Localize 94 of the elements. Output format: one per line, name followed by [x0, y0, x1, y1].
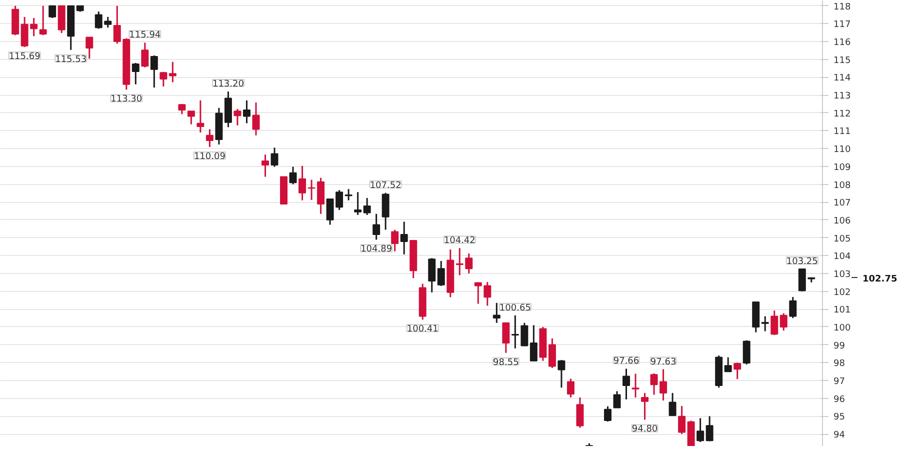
candlestick [780, 312, 788, 332]
candlestick [242, 100, 250, 124]
candlestick [613, 390, 621, 409]
y-tick-label: 111 [834, 127, 851, 138]
candlestick [696, 417, 704, 443]
candlestick [141, 42, 149, 68]
candlestick [576, 396, 584, 429]
candlestick [641, 392, 649, 420]
annotation: 97.63 [650, 357, 676, 368]
candlestick [262, 154, 269, 178]
annotation: 97.66 [613, 356, 640, 367]
annotation: 98.55 [493, 358, 519, 368]
candlestick [770, 310, 778, 336]
candlestick [437, 260, 445, 287]
candlestick [206, 128, 214, 148]
y-tick-label: 97 [834, 376, 845, 387]
annotation: 113.20 [212, 79, 244, 90]
y-tick-label: 106 [834, 216, 851, 226]
text: 102.75 [862, 274, 898, 284]
candlestick [742, 340, 750, 366]
y-tick-label: 99 [834, 341, 846, 352]
y-tick-label: 94 [834, 430, 846, 441]
candlestick [382, 192, 390, 230]
annotation: 100.65 [499, 303, 531, 314]
y-tick-label: 110 [834, 145, 851, 156]
candlestick [187, 110, 195, 126]
candlestick [761, 316, 769, 332]
annotation: 107.52 [370, 180, 402, 191]
y-tick-label: 109 [834, 162, 851, 173]
annotation: 115.94 [129, 30, 161, 41]
y-tick-label: 95 [834, 412, 845, 423]
candlestick [363, 197, 371, 216]
candlestick [428, 257, 436, 294]
annotation: 110.09 [194, 152, 226, 162]
annotation: 115.53 [55, 54, 87, 65]
annotation: 115.69 [8, 52, 41, 62]
candlestick [502, 322, 510, 354]
y-tick-label: 96 [834, 394, 846, 405]
y-tick-label: 100 [834, 323, 851, 334]
y-tick-label: 112 [834, 109, 851, 120]
candlestick [706, 415, 714, 442]
candlestick [622, 368, 630, 400]
candlestick [372, 213, 380, 240]
candlestick [678, 405, 686, 435]
y-tick-label: 117 [834, 20, 851, 30]
candlestick [354, 191, 362, 216]
candlestick [604, 406, 612, 422]
candlestick [724, 356, 732, 372]
candlestick [252, 102, 260, 136]
candlestick [150, 54, 158, 88]
candlestick [196, 100, 204, 134]
y-tick-label: 101 [834, 306, 851, 316]
candlestick [39, 5, 47, 36]
candlestick [160, 71, 168, 88]
candlestick [548, 338, 556, 369]
candlestick [558, 359, 566, 388]
candlestick [734, 362, 742, 380]
candlestick [86, 36, 94, 60]
y-tick-label: 108 [834, 180, 851, 191]
candlestick [530, 324, 538, 362]
candlestick [298, 165, 306, 202]
annotation: 104.42 [444, 236, 476, 246]
candlestick [668, 392, 676, 416]
y-tick-label: 105 [834, 234, 851, 244]
candlestick [566, 378, 574, 398]
y-tick-label: 103 [834, 270, 851, 280]
y-tick-label: 114 [834, 74, 851, 84]
y-tick-label: 118 [834, 2, 851, 12]
candlestick [289, 166, 297, 185]
annotation: 100.41 [406, 324, 438, 335]
candlestick [391, 228, 399, 252]
candlestick [48, 5, 56, 19]
candlestick [344, 188, 352, 202]
annotation: 113.30 [110, 94, 142, 105]
y-tick-label: 115 [834, 56, 851, 66]
candlestick [632, 372, 640, 398]
candlestick [400, 220, 408, 256]
y-tick-label: 98 [834, 359, 846, 370]
y-tick-label: 116 [834, 38, 851, 48]
annotation: 94.80 [632, 424, 658, 435]
candlestick [789, 296, 797, 319]
annotation: 103.25 [786, 256, 818, 267]
candlestick [58, 5, 66, 34]
y-tick-label: 104 [834, 252, 851, 262]
candlestick [270, 146, 278, 168]
y-tick-label: 107 [834, 198, 851, 209]
candlestick [234, 108, 242, 126]
candlestick [168, 61, 176, 83]
y-tick-label: 102 [834, 288, 851, 298]
candlestick [132, 62, 140, 86]
y-tick-label: 113 [834, 92, 851, 102]
annotation: 104.89 [360, 244, 392, 255]
candlestick [492, 302, 500, 324]
candlestick [317, 177, 325, 215]
